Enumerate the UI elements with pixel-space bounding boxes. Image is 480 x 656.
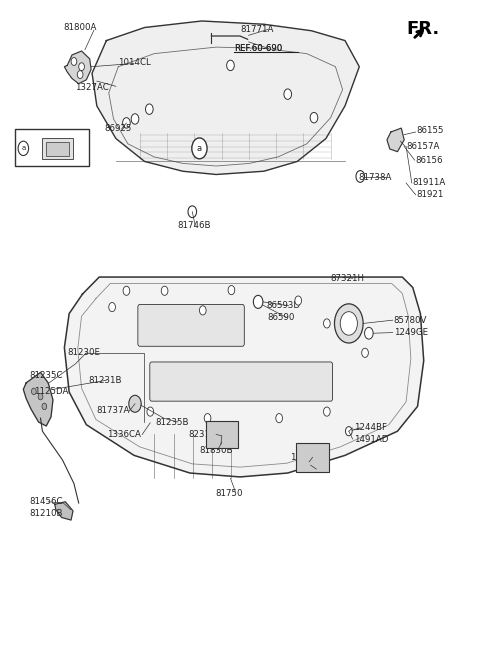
Circle shape xyxy=(147,407,154,416)
Text: 1249GE: 1249GE xyxy=(394,328,428,337)
Circle shape xyxy=(204,413,211,422)
Text: 1327AC: 1327AC xyxy=(75,83,109,92)
Circle shape xyxy=(284,89,291,99)
Text: 86593D: 86593D xyxy=(266,301,300,310)
Text: 81830B: 81830B xyxy=(199,445,233,455)
Text: 81230E: 81230E xyxy=(67,348,100,358)
FancyBboxPatch shape xyxy=(296,443,329,472)
Polygon shape xyxy=(55,502,73,520)
Circle shape xyxy=(335,304,363,343)
FancyBboxPatch shape xyxy=(150,362,333,401)
Text: 1336CA: 1336CA xyxy=(108,430,141,439)
Circle shape xyxy=(276,413,282,422)
FancyBboxPatch shape xyxy=(138,304,244,346)
Circle shape xyxy=(38,394,43,400)
Text: 81771A: 81771A xyxy=(240,25,274,34)
FancyBboxPatch shape xyxy=(46,142,69,156)
Text: 81754: 81754 xyxy=(301,464,329,474)
Text: 81911A: 81911A xyxy=(413,178,446,188)
Circle shape xyxy=(161,286,168,295)
Circle shape xyxy=(346,426,352,436)
Circle shape xyxy=(145,104,153,114)
Text: 1244BF: 1244BF xyxy=(354,423,386,432)
Circle shape xyxy=(227,60,234,71)
Text: 1491AD: 1491AD xyxy=(354,434,388,443)
Text: 81738A: 81738A xyxy=(359,173,392,182)
Circle shape xyxy=(295,296,301,305)
Text: 82315B: 82315B xyxy=(189,430,222,439)
Text: 81456C: 81456C xyxy=(29,497,62,506)
Circle shape xyxy=(340,312,358,335)
Text: 86156: 86156 xyxy=(416,155,443,165)
FancyBboxPatch shape xyxy=(205,420,238,448)
Text: 81235B: 81235B xyxy=(155,418,189,426)
Text: 81737A: 81737A xyxy=(97,407,130,415)
Circle shape xyxy=(79,63,84,71)
Circle shape xyxy=(42,403,47,409)
Circle shape xyxy=(109,302,116,312)
Polygon shape xyxy=(64,51,91,84)
Circle shape xyxy=(199,306,206,315)
Text: 81750: 81750 xyxy=(215,489,243,498)
Polygon shape xyxy=(387,128,404,152)
Circle shape xyxy=(71,58,77,66)
Circle shape xyxy=(188,206,197,218)
Polygon shape xyxy=(64,277,424,477)
Text: a: a xyxy=(21,146,25,152)
Text: FR.: FR. xyxy=(406,20,439,38)
Text: 86925: 86925 xyxy=(104,124,132,133)
Circle shape xyxy=(18,141,29,155)
Text: 87321H: 87321H xyxy=(331,274,365,283)
Text: 81210B: 81210B xyxy=(29,509,62,518)
Text: 81800A: 81800A xyxy=(63,23,97,32)
Text: 1336CA: 1336CA xyxy=(290,453,324,462)
FancyBboxPatch shape xyxy=(42,138,73,159)
Circle shape xyxy=(77,71,83,79)
Circle shape xyxy=(253,295,263,308)
Text: REF.60-690: REF.60-690 xyxy=(234,44,282,53)
Text: 81231B: 81231B xyxy=(88,376,122,385)
Circle shape xyxy=(362,348,368,358)
Circle shape xyxy=(123,286,130,295)
Circle shape xyxy=(192,138,207,159)
Circle shape xyxy=(129,396,141,412)
Text: 1125DA: 1125DA xyxy=(34,387,68,396)
Circle shape xyxy=(122,117,130,128)
Circle shape xyxy=(310,112,318,123)
Circle shape xyxy=(131,113,139,124)
Circle shape xyxy=(324,319,330,328)
Text: 81235C: 81235C xyxy=(29,371,62,380)
FancyBboxPatch shape xyxy=(15,129,89,166)
Text: 86157A: 86157A xyxy=(406,142,440,151)
Polygon shape xyxy=(92,21,360,174)
Text: 81746B: 81746B xyxy=(177,221,211,230)
Text: H95710: H95710 xyxy=(34,143,68,152)
Text: a: a xyxy=(197,144,202,153)
Text: 86590: 86590 xyxy=(268,313,295,322)
Text: 85780V: 85780V xyxy=(394,316,427,325)
Text: 81921: 81921 xyxy=(417,190,444,199)
Text: 1014CL: 1014CL xyxy=(118,58,151,67)
Text: 86155: 86155 xyxy=(417,126,444,135)
Circle shape xyxy=(32,388,36,395)
Circle shape xyxy=(356,171,364,182)
Polygon shape xyxy=(24,373,53,426)
Text: REF.60-690: REF.60-690 xyxy=(234,44,282,53)
Circle shape xyxy=(228,285,235,295)
Circle shape xyxy=(324,407,330,416)
Circle shape xyxy=(364,327,373,339)
